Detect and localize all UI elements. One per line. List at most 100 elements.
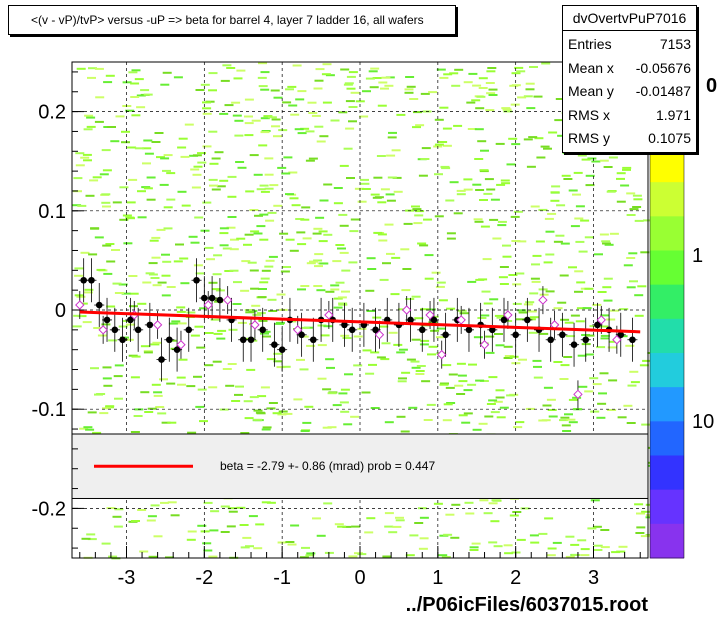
histogram-cell	[533, 365, 542, 368]
histogram-cell	[448, 373, 458, 376]
histogram-cell	[337, 247, 346, 250]
histogram-cell	[316, 289, 326, 292]
histogram-cell	[211, 157, 221, 160]
stats-box: dvOvertvPuP7016 Entries 7153 Mean x -0.0…	[562, 5, 697, 153]
histogram-cell	[300, 430, 310, 432]
histogram-cell	[269, 184, 279, 187]
histogram-cell	[173, 260, 183, 263]
histogram-cell	[148, 262, 158, 265]
profile-point	[524, 316, 531, 324]
colorbar-segment	[650, 523, 684, 559]
histogram-cell	[290, 113, 300, 116]
histogram-cell	[202, 201, 212, 204]
histogram-cell	[446, 402, 456, 404]
histogram-cell	[313, 285, 323, 287]
histogram-cell	[258, 144, 268, 147]
histogram-cell	[503, 357, 513, 359]
histogram-cell	[378, 239, 388, 242]
histogram-cell	[488, 94, 498, 96]
histogram-cell	[178, 137, 188, 140]
histogram-cell	[509, 514, 519, 517]
histogram-cell	[126, 217, 135, 220]
histogram-cell	[219, 227, 229, 230]
histogram-cell	[469, 546, 479, 549]
histogram-cell	[625, 344, 635, 347]
profile-point	[103, 316, 111, 324]
histogram-cell	[545, 290, 555, 293]
histogram-cell	[350, 91, 360, 94]
histogram-cell	[166, 286, 176, 288]
histogram-cell	[463, 178, 473, 181]
histogram-cell	[502, 255, 512, 258]
histogram-cell	[244, 122, 254, 125]
histogram-cell	[494, 314, 504, 317]
histogram-cell	[495, 344, 505, 347]
histogram-cell	[495, 142, 505, 145]
histogram-cell	[211, 288, 221, 291]
histogram-cell	[482, 258, 492, 261]
profile-point	[208, 294, 216, 302]
histogram-cell	[434, 143, 444, 146]
histogram-cell	[323, 502, 333, 505]
histogram-cell	[96, 393, 106, 395]
histogram-cell	[153, 391, 163, 394]
histogram-cell	[406, 358, 416, 361]
histogram-cell	[146, 176, 156, 179]
histogram-cell	[344, 373, 353, 376]
histogram-cell	[314, 79, 324, 82]
profile-point	[278, 346, 286, 353]
histogram-cell	[333, 202, 343, 205]
histogram-cell	[608, 340, 618, 343]
histogram-cell	[273, 352, 283, 355]
histogram-cell	[219, 408, 229, 411]
histogram-cell	[453, 124, 463, 127]
histogram-cell	[442, 364, 452, 367]
histogram-cell	[580, 219, 590, 222]
histogram-cell	[616, 200, 626, 203]
histogram-cell	[382, 262, 391, 265]
histogram-cell	[428, 91, 438, 94]
profile-point	[80, 276, 87, 284]
histogram-cell	[90, 227, 100, 230]
histogram-cell	[279, 232, 289, 235]
histogram-cell	[202, 112, 212, 115]
histogram-cell	[456, 362, 466, 365]
histogram-cell	[622, 168, 631, 171]
histogram-cell	[94, 120, 104, 123]
histogram-cell	[245, 311, 255, 314]
histogram-cell	[129, 305, 138, 308]
histogram-cell	[509, 355, 519, 358]
histogram-cell	[608, 379, 618, 382]
histogram-cell	[449, 72, 459, 75]
stats-rmsy-value: 0.1075	[648, 130, 691, 146]
histogram-cell	[367, 268, 377, 270]
histogram-cell	[75, 152, 85, 155]
histogram-cell	[204, 364, 214, 367]
histogram-cell	[229, 269, 239, 272]
histogram-cell	[369, 86, 379, 89]
histogram-cell	[197, 388, 207, 391]
histogram-cell	[95, 96, 105, 99]
histogram-cell	[400, 248, 410, 251]
histogram-cell	[546, 554, 556, 557]
histogram-cell	[517, 240, 527, 243]
histogram-cell	[348, 555, 358, 558]
histogram-cell	[83, 291, 93, 294]
histogram-cell	[155, 406, 165, 408]
histogram-cell	[176, 306, 186, 309]
histogram-cell	[534, 137, 544, 140]
histogram-cell	[508, 137, 518, 140]
histogram-cell	[161, 274, 171, 277]
histogram-cell	[249, 396, 259, 399]
histogram-cell	[156, 228, 166, 231]
histogram-cell	[370, 351, 380, 354]
stats-meanx-value: -0.05676	[635, 60, 691, 76]
histogram-cell	[261, 428, 271, 431]
histogram-cell	[426, 308, 436, 311]
histogram-cell	[316, 534, 326, 537]
histogram-cell	[253, 232, 263, 235]
histogram-cell	[251, 119, 261, 122]
profile-open-point	[538, 295, 548, 305]
histogram-cell	[478, 87, 488, 89]
histogram-cell	[208, 281, 218, 284]
